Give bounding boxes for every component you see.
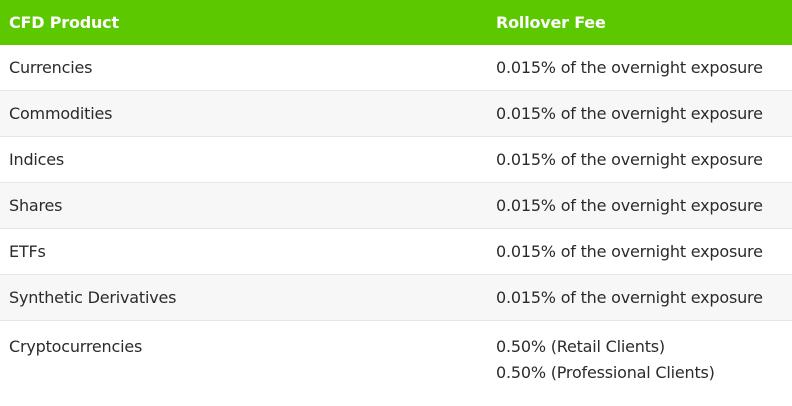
product-cell: Synthetic Derivatives (9, 287, 177, 307)
fee-line-retail: 0.50% (Retail Clients) (496, 337, 665, 356)
product-cell: Indices (9, 149, 65, 169)
header-cfd-product: CFD Product (9, 13, 119, 32)
table-row: ETFs 0.015% of the overnight exposure (0, 229, 792, 275)
fee-cell: 0.015% of the overnight exposure (496, 57, 763, 77)
product-cell: Commodities (9, 103, 113, 123)
fee-cell: 0.015% of the overnight exposure (496, 287, 763, 307)
table-row: Commodities 0.015% of the overnight expo… (0, 91, 792, 137)
fee-cell: 0.015% of the overnight exposure (496, 195, 763, 215)
product-cell: Shares (9, 195, 63, 215)
table-row: Indices 0.015% of the overnight exposure (0, 137, 792, 183)
product-cell: Currencies (9, 57, 93, 77)
product-cell: Cryptocurrencies (9, 337, 143, 356)
table-row: Currencies 0.015% of the overnight expos… (0, 45, 792, 91)
table-header: CFD Product Rollover Fee (0, 0, 792, 45)
fee-cell: 0.015% of the overnight exposure (496, 103, 763, 123)
fee-cell: 0.015% of the overnight exposure (496, 149, 763, 169)
product-cell: ETFs (9, 241, 46, 261)
table-row: Synthetic Derivatives 0.015% of the over… (0, 275, 792, 321)
fee-cell: 0.50% (Retail Clients) 0.50% (Profession… (487, 334, 792, 386)
header-rollover-fee: Rollover Fee (496, 12, 606, 32)
table-row: Shares 0.015% of the overnight exposure (0, 183, 792, 229)
fee-cell: 0.015% of the overnight exposure (496, 241, 763, 261)
table-row: Cryptocurrencies 0.50% (Retail Clients) … (0, 321, 792, 399)
fee-line-professional: 0.50% (Professional Clients) (496, 363, 715, 382)
